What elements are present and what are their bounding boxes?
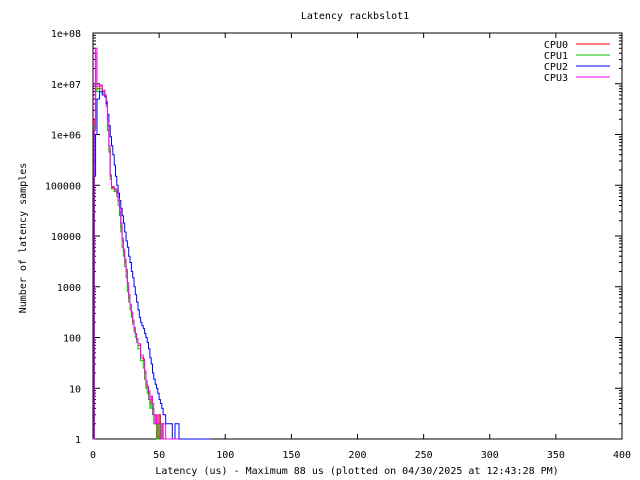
- x-tick-label: 350: [547, 450, 565, 461]
- y-tick-label: 1e+06: [51, 131, 81, 142]
- chart-title: Latency rackbslot1: [301, 11, 409, 22]
- x-tick-label: 100: [216, 450, 234, 461]
- x-axis-label: Latency (us) - Maximum 88 us (plotted on…: [155, 466, 558, 477]
- legend-label: CPU1: [544, 51, 568, 62]
- x-tick-label: 150: [282, 450, 300, 461]
- x-tick-label: 50: [153, 450, 165, 461]
- x-tick-label: 250: [415, 450, 433, 461]
- plot-area-border: [92, 32, 623, 440]
- series-line-cpu1: [93, 55, 183, 440]
- y-axis-label: Number of latency samples: [18, 163, 29, 314]
- legend-label: CPU3: [544, 73, 568, 84]
- y-axis-ticks: 1 10 100 1000 10000 100000 1e+06 1e+07 1e+08: [45, 29, 622, 446]
- y-tick-label: 10: [69, 384, 81, 395]
- legend-label: CPU0: [544, 40, 568, 51]
- y-tick-label: 1000: [57, 283, 81, 294]
- series-line-cpu2: [93, 91, 211, 440]
- x-tick-label: 0: [90, 450, 96, 461]
- y-tick-label: 1: [75, 435, 81, 446]
- y-tick-label: 1e+07: [51, 80, 81, 91]
- x-tick-label: 200: [348, 450, 366, 461]
- series-line-cpu3: [93, 47, 179, 440]
- y-tick-label: 1e+08: [51, 29, 81, 40]
- legend-label: CPU2: [544, 62, 568, 73]
- y-tick-label: 100: [63, 334, 81, 345]
- y-tick-label: 10000: [51, 232, 81, 243]
- series-lines: [93, 47, 211, 440]
- x-tick-label: 300: [481, 450, 499, 461]
- y-tick-label: 100000: [45, 181, 81, 192]
- x-axis-ticks: 0 50 100 150 200 250 300 350 400: [90, 33, 631, 461]
- x-tick-label: 400: [613, 450, 631, 461]
